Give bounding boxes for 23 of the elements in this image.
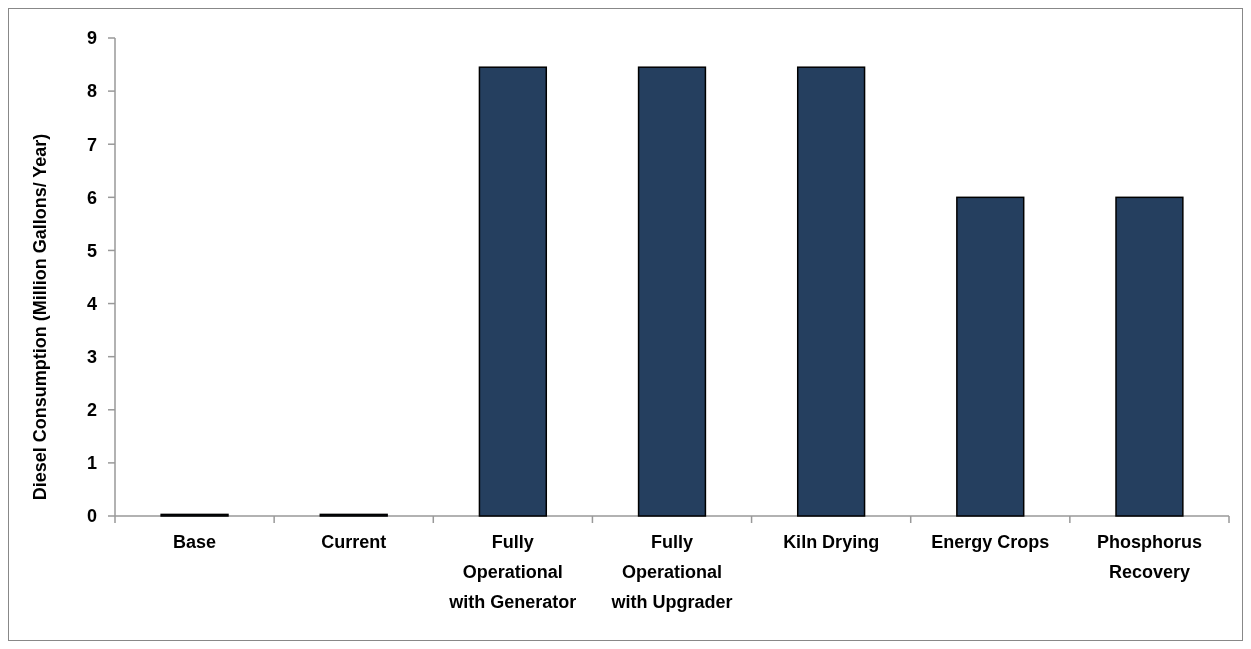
y-tick-label: 7 (86, 134, 97, 155)
y-tick-label: 2 (86, 400, 97, 421)
y-tick-label: 9 (86, 28, 97, 49)
x-tick-label: Fully Operational with Upgrader (610, 532, 733, 612)
x-tick-label: Phosphorus Recovery (1096, 532, 1202, 582)
bar (796, 66, 866, 517)
bar (956, 196, 1025, 517)
bar (1115, 196, 1184, 517)
y-tick-label: 1 (86, 453, 97, 474)
y-axis-title: Diesel Consumption (Million Gallons/ Year) (30, 133, 50, 501)
x-tick-label: Current (321, 532, 387, 552)
bar (478, 66, 548, 517)
y-tick-label: 4 (86, 293, 97, 314)
y-tick-label: 6 (86, 187, 97, 208)
y-tick-label: 8 (86, 81, 97, 102)
y-tick-label: 5 (86, 240, 97, 261)
x-tick-label: Base (173, 532, 217, 552)
x-tick-label: Energy Crops (931, 532, 1050, 552)
bar (637, 66, 707, 517)
x-tick-label: Fully Operational with Generator (448, 532, 577, 612)
x-tick-label: Kiln Drying (783, 532, 880, 552)
y-tick-label: 3 (86, 346, 97, 367)
y-tick-label: 0 (86, 506, 97, 527)
